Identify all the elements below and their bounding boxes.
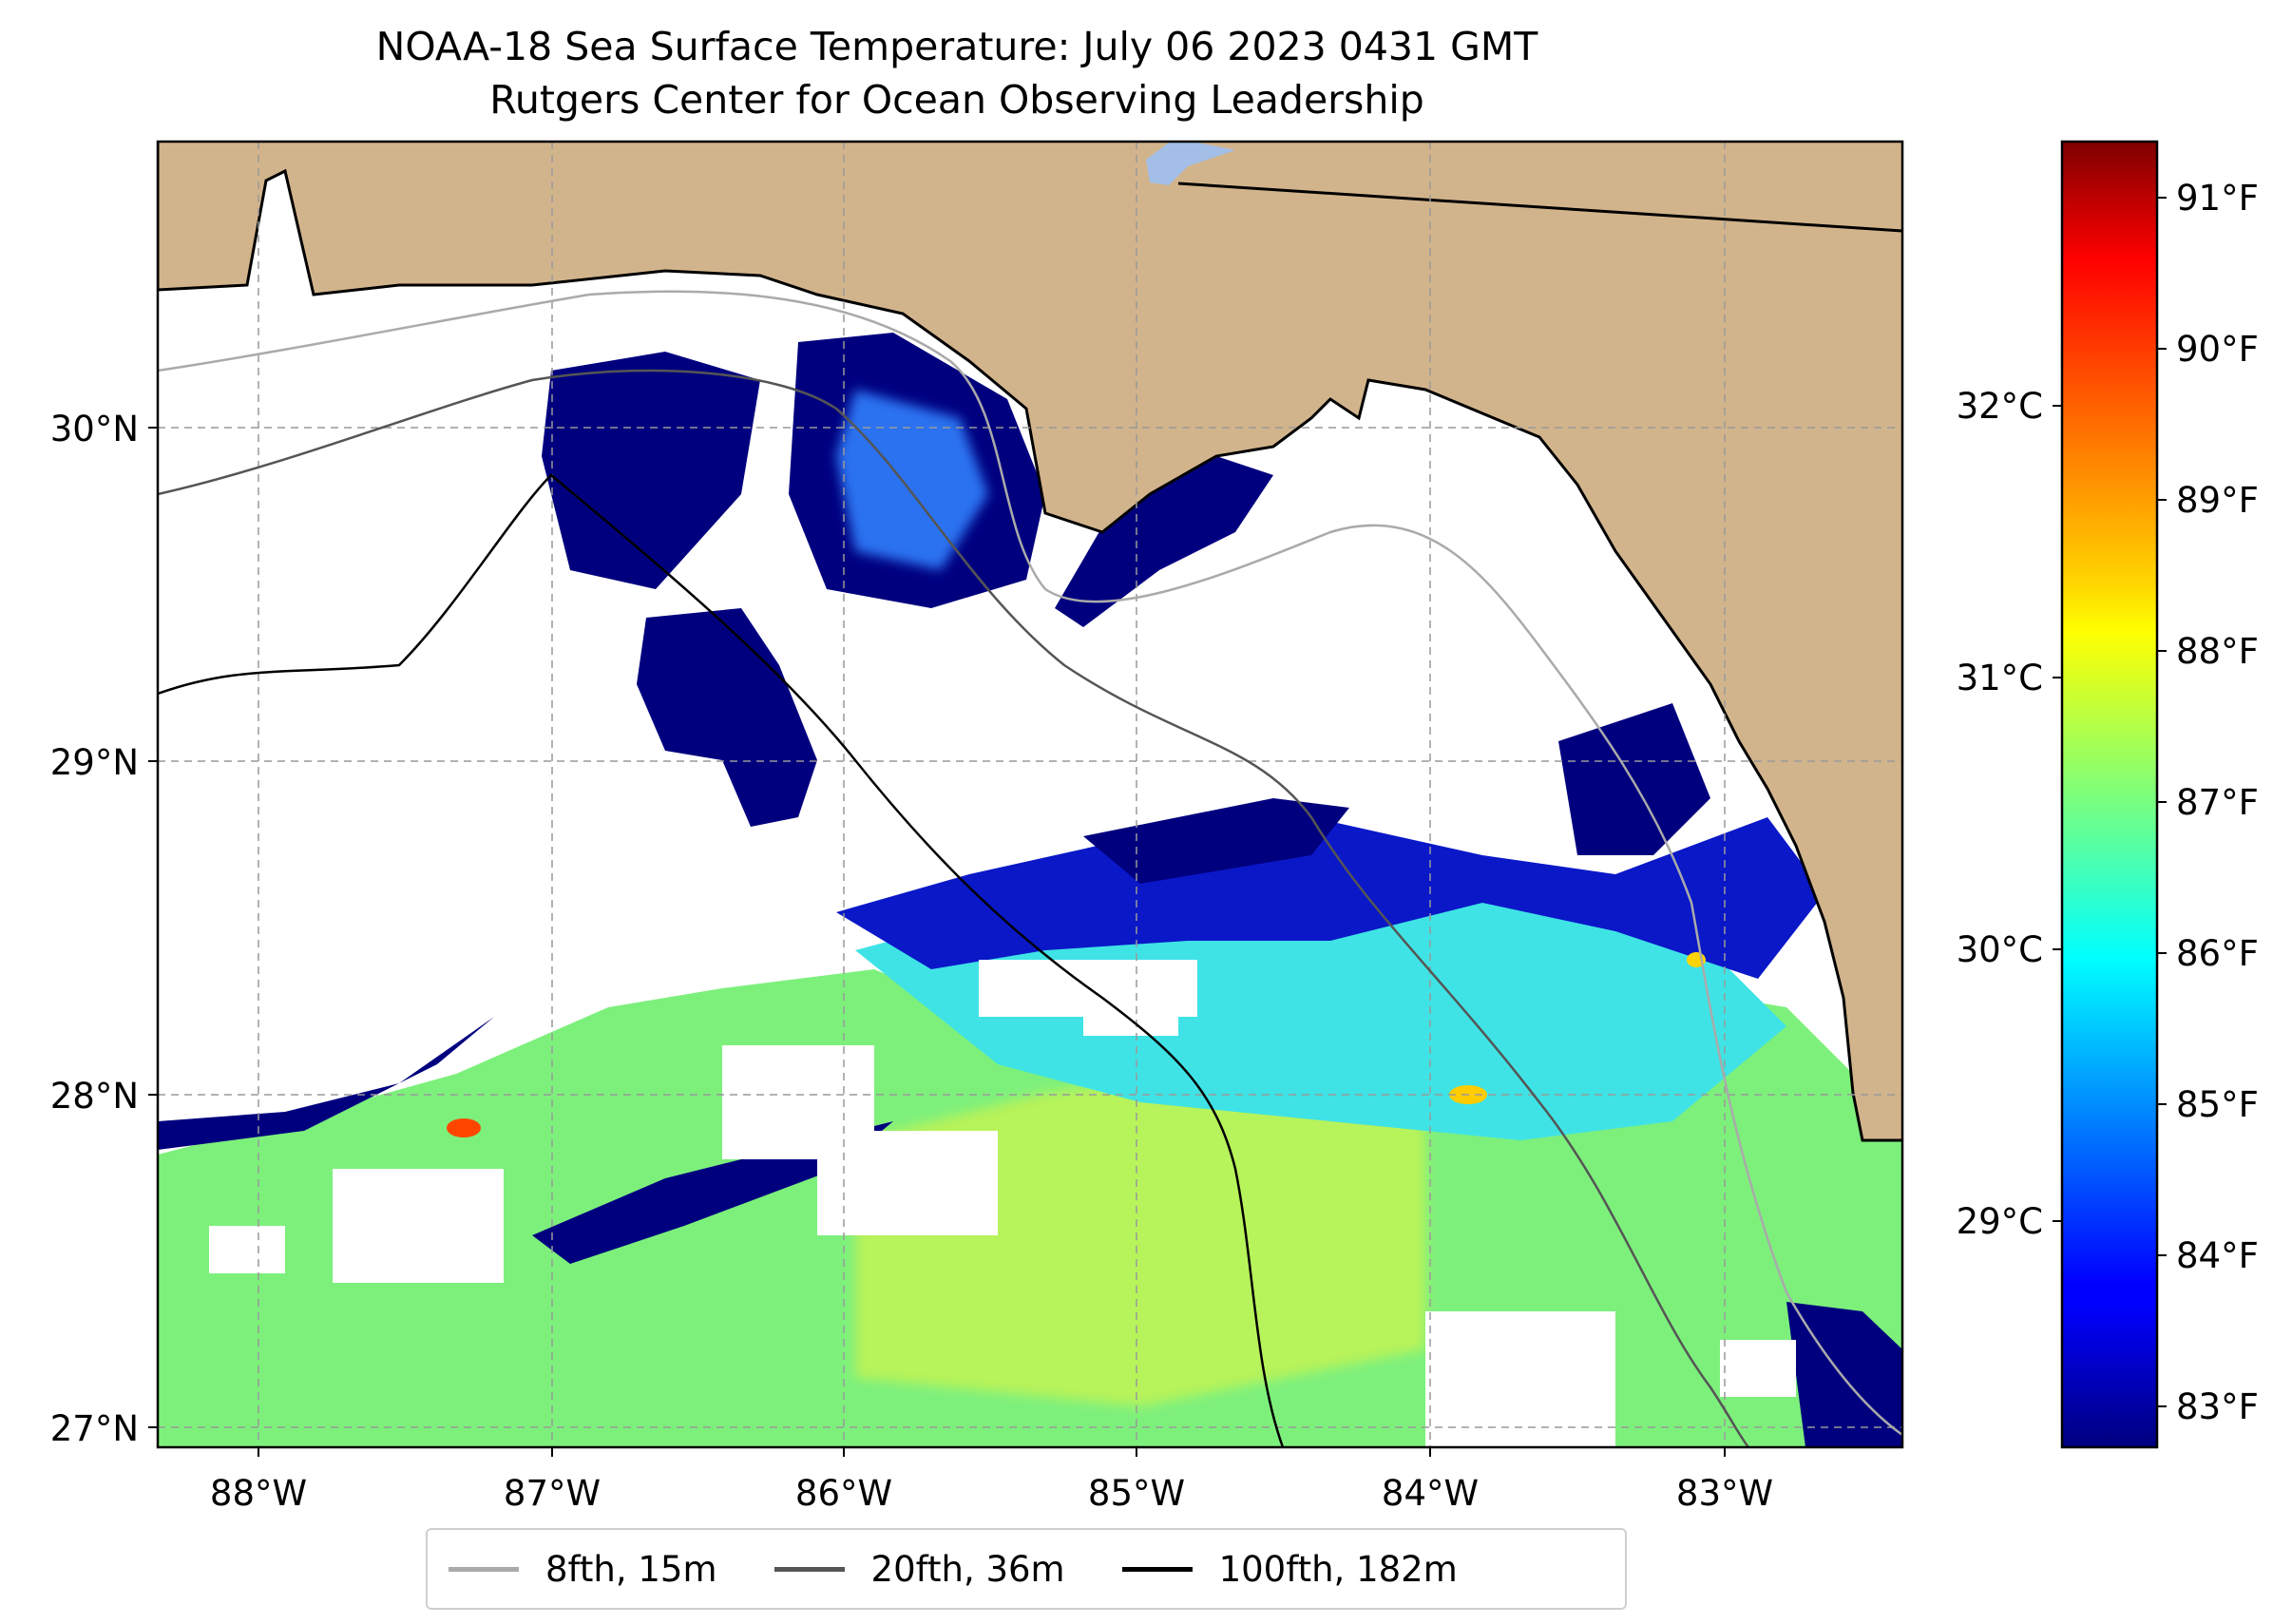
colorbar-f-label: 87°F: [2176, 782, 2259, 823]
isobath-8fth: [158, 290, 1902, 1437]
sst-cold-patch-5: [1558, 703, 1710, 855]
legend-item-20fth: 20fth, 36m: [774, 1549, 1065, 1590]
chart-title: NOAA-18 Sea Surface Temperature: July 06…: [375, 24, 1538, 69]
x-tick-label: 86°W: [795, 1473, 892, 1514]
x-axis-labels: 88°W 87°W 86°W 85°W 84°W 83°W: [210, 1473, 1773, 1514]
land-mass: [158, 142, 1902, 1140]
colorbar-f-label: 86°F: [2176, 933, 2259, 974]
colorbar-c-label: 30°C: [1957, 929, 2043, 970]
y-tick-label: 28°N: [50, 1076, 139, 1117]
x-tick-label: 84°W: [1382, 1473, 1479, 1514]
colorbar-f-ticks: [2157, 197, 2167, 1407]
legend-label: 100fth, 182m: [1218, 1548, 1458, 1590]
cloud-gap: [1083, 969, 1178, 1036]
sst-cold-patch-4: [1055, 456, 1273, 627]
lake: [1146, 143, 1235, 185]
cloud-gap: [333, 1169, 504, 1283]
map-area: [158, 142, 1902, 1447]
y-tick-label: 27°N: [50, 1408, 139, 1449]
legend-label: 20fth, 36m: [870, 1548, 1065, 1590]
sst-cold-strip-3: [1083, 798, 1349, 884]
colorbar-f-label: 89°F: [2176, 480, 2259, 521]
colorbar-c-label: 32°C: [1957, 386, 2043, 427]
cloud-gap: [722, 1045, 874, 1159]
colorbar-c-labels: 32°C 31°C 30°C 29°C: [1957, 386, 2043, 1242]
sst-cold-patch-2: [542, 352, 760, 589]
map-frame: [156, 140, 1904, 1449]
colorbar-f-label: 83°F: [2176, 1386, 2259, 1427]
legend-line-icon: [1121, 1566, 1193, 1572]
isobath-20fth: [158, 369, 1749, 1447]
legend-item-8fth: 8fth, 15m: [449, 1549, 717, 1590]
colorbar-c-ticks: [2053, 405, 2062, 1222]
y-axis-labels: 30°N 29°N 28°N 27°N: [50, 409, 139, 1449]
y-axis-ticks: [148, 427, 158, 1428]
colorbar-c-label: 31°C: [1957, 658, 2043, 698]
colorbar-f-label: 85°F: [2176, 1084, 2259, 1125]
state-border: [1177, 182, 1902, 233]
legend: 8fth, 15m 20fth, 36m 100fth, 182m: [426, 1528, 1627, 1610]
x-tick-label: 83°W: [1676, 1473, 1773, 1514]
legend-label: 8fth, 15m: [545, 1548, 717, 1590]
legend-line-icon: [774, 1566, 845, 1572]
coastline: [158, 142, 1902, 1142]
colorbar-f-label: 88°F: [2176, 631, 2259, 672]
legend-item-100fth: 100fth, 182m: [1121, 1548, 1458, 1590]
cloud-gap: [209, 1226, 285, 1273]
cloud-gap: [1720, 1340, 1796, 1397]
x-tick-label: 87°W: [504, 1473, 601, 1514]
chart-subtitle: Rutgers Center for Ocean Observing Leade…: [489, 77, 1424, 123]
x-tick-label: 85°W: [1088, 1473, 1185, 1514]
y-tick-label: 29°N: [50, 742, 139, 783]
colorbar-f-labels: 91°F 90°F 89°F 88°F 87°F 86°F 85°F 84°F …: [2176, 178, 2259, 1427]
sst-data-layer: [158, 333, 1902, 1447]
x-tick-label: 88°W: [210, 1473, 307, 1514]
cloud-gap: [1425, 1311, 1615, 1447]
sst-hotspot-1: [447, 1118, 481, 1137]
legend-line-icon: [449, 1566, 519, 1572]
y-tick-label: 30°N: [50, 409, 139, 449]
colorbar-f-label: 84°F: [2176, 1235, 2259, 1276]
gridlines: [158, 142, 1902, 1447]
sst-cold-band: [836, 817, 1824, 979]
colorbar: [2060, 140, 2159, 1449]
isobath-100fth: [158, 473, 1285, 1447]
sst-cool-patch-1: [836, 390, 988, 570]
colorbar-f-label: 90°F: [2176, 329, 2259, 370]
colorbar-c-label: 29°C: [1957, 1201, 2043, 1242]
colorbar-f-label: 91°F: [2176, 178, 2259, 219]
x-axis-ticks: [258, 1447, 1726, 1457]
sst-cold-strip: [158, 1017, 494, 1150]
sst-cold-patch-3: [637, 608, 817, 827]
